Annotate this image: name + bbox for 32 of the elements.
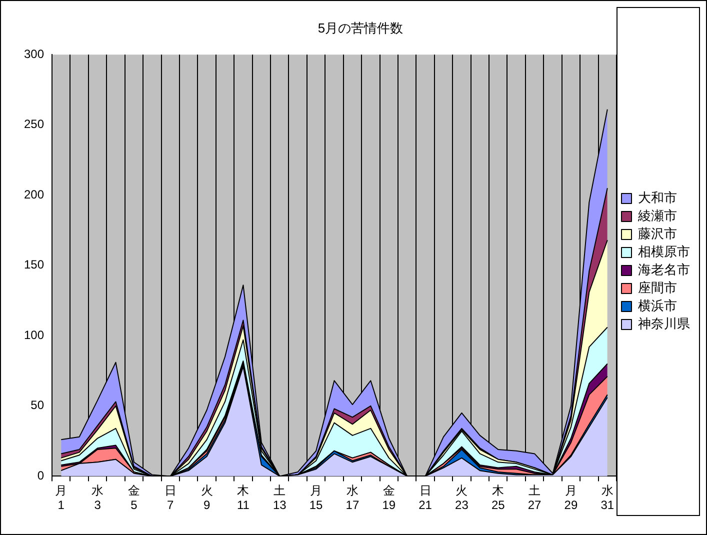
x-tick-label: 月 29 [564,484,578,512]
x-tick-label: 火 23 [455,484,469,512]
x-tick-label: 日 21 [418,484,432,512]
y-tick-label: 300 [24,46,44,61]
y-tick-label: 0 [37,468,44,483]
legend-label: 海老名市 [638,262,690,278]
x-tick-label: 月 15 [309,484,324,512]
x-tick-label: 水 17 [346,484,360,512]
x-tick-label: 土 27 [528,484,542,512]
x-tick-label: 木 11 [236,484,250,512]
y-tick-label: 150 [24,258,44,272]
x-tick-label: 水 3 [92,484,104,512]
x-tick-label: 金 19 [382,484,396,512]
legend-label: 藤沢市 [638,226,677,242]
legend-label: 横浜市 [638,298,677,314]
y-tick-label: 100 [24,328,44,342]
x-tick-label: 金 5 [128,484,140,512]
legend-label: 大和市 [638,190,677,206]
x-tick-label: 月 1 [55,484,68,512]
x-tick-label: 日 7 [164,484,176,512]
legend-label: 綾瀬市 [637,208,677,224]
chart-title: 5月の苦情件数 [318,20,404,36]
legend-label: 神奈川県 [638,316,690,332]
legend-label: 座間市 [638,280,677,296]
x-tick-label: 水 31 [600,484,614,512]
y-tick-label: 250 [24,117,44,132]
x-tick-label: 土 13 [272,484,287,512]
x-tick-label: 木 25 [491,484,506,512]
y-tick-label: 50 [30,398,44,412]
legend-label: 相模原市 [638,244,690,260]
x-tick-label: 火 9 [200,484,213,512]
y-tick-label: 200 [24,187,44,202]
